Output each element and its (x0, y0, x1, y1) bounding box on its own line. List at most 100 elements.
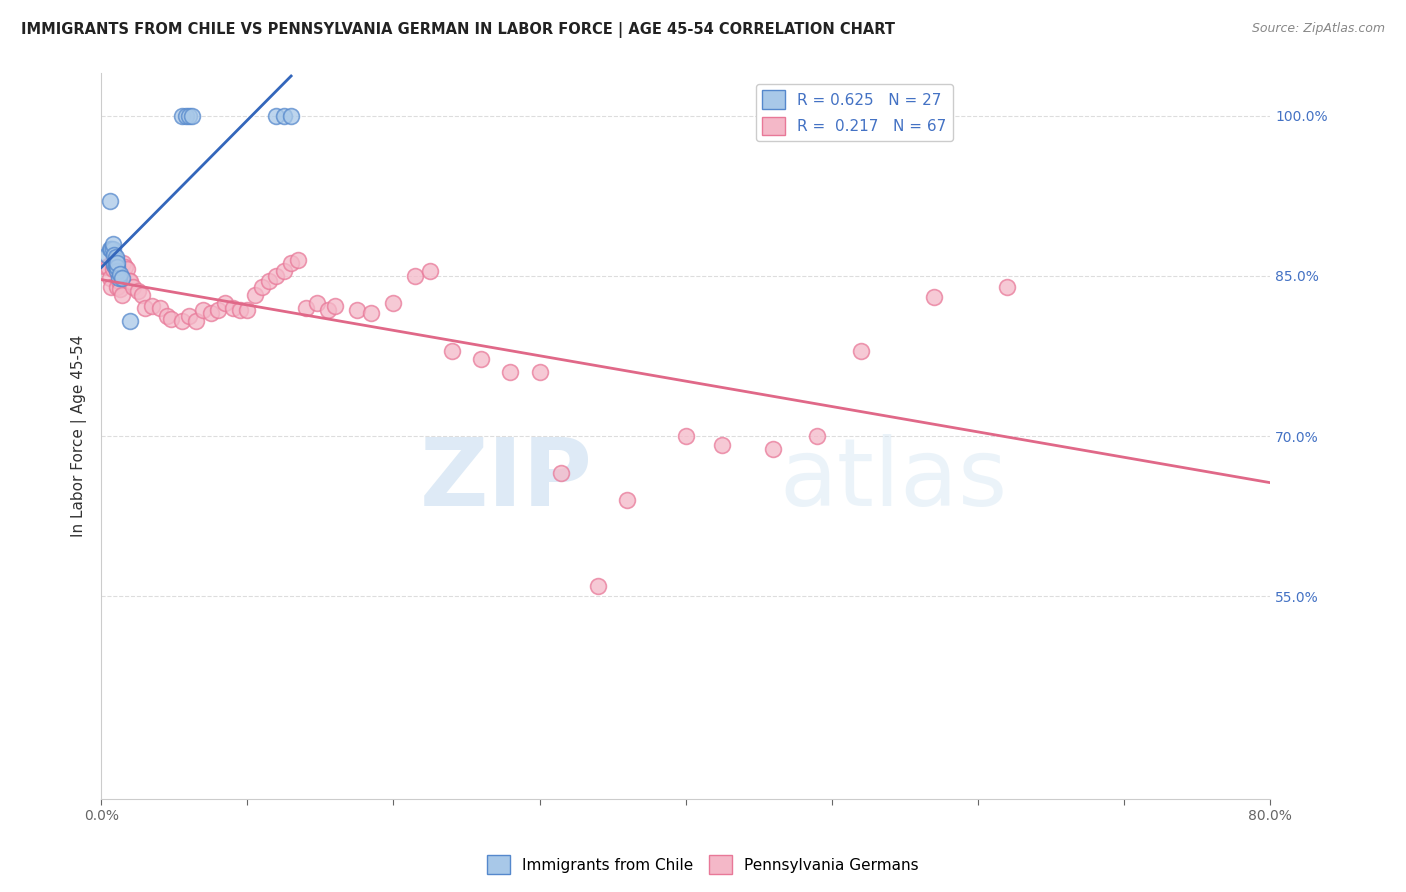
Point (180, 109, 202, 123)
Point (243, 288, 266, 302)
Point (104, 252, 127, 267)
Legend: R = 0.625   N = 27, R =  0.217   N = 67: R = 0.625 N = 27, R = 0.217 N = 67 (756, 84, 953, 142)
Legend: Immigrants from Chile, Pennsylvania Germans: Immigrants from Chile, Pennsylvania Germ… (481, 849, 925, 880)
Point (529, 365, 551, 379)
Point (118, 274, 141, 288)
Point (586, 578, 609, 592)
Point (273, 109, 295, 123)
Point (103, 258, 125, 272)
Point (103, 247, 125, 261)
Point (419, 263, 441, 277)
Point (104, 262, 127, 277)
Point (806, 429, 828, 443)
Point (127, 284, 149, 298)
Text: atlas: atlas (779, 434, 1008, 525)
Text: Source: ZipAtlas.com: Source: ZipAtlas.com (1251, 22, 1385, 36)
Point (156, 310, 179, 324)
Point (100, 242, 122, 256)
Point (170, 314, 193, 328)
Point (104, 258, 127, 272)
Point (170, 109, 193, 123)
Point (122, 279, 145, 293)
Point (104, 256, 127, 270)
Point (105, 279, 128, 293)
Point (134, 301, 156, 315)
Point (616, 493, 638, 508)
Point (440, 343, 463, 358)
Point (470, 352, 492, 367)
Point (177, 109, 200, 123)
Point (112, 256, 135, 270)
Point (499, 365, 522, 379)
Point (101, 236, 124, 251)
Point (110, 288, 132, 302)
Point (193, 303, 215, 318)
Point (120, 314, 142, 328)
Point (107, 274, 129, 288)
Point (104, 258, 127, 272)
Point (120, 274, 142, 288)
Point (108, 282, 131, 296)
Point (229, 303, 252, 318)
Point (105, 260, 128, 275)
Point (207, 303, 229, 318)
Point (214, 295, 236, 310)
Point (323, 299, 346, 313)
Point (101, 252, 124, 266)
Point (103, 247, 125, 261)
Point (346, 303, 368, 318)
Point (382, 295, 405, 310)
Point (103, 256, 125, 270)
Point (257, 274, 280, 288)
Point (316, 303, 339, 318)
Point (849, 343, 872, 358)
Point (94, 260, 117, 275)
Point (711, 437, 734, 451)
Point (98, 242, 121, 256)
Point (360, 306, 382, 320)
Point (221, 301, 243, 315)
Point (107, 271, 129, 285)
Point (104, 250, 127, 264)
Point (922, 290, 945, 304)
Point (101, 242, 124, 256)
Point (131, 288, 153, 302)
Point (110, 271, 132, 285)
Point (280, 256, 302, 270)
Point (236, 303, 259, 318)
Point (105, 263, 128, 277)
Point (98, 194, 121, 208)
Y-axis label: In Labor Force | Age 45-54: In Labor Force | Age 45-54 (72, 334, 87, 537)
Point (105, 256, 128, 270)
Point (294, 301, 316, 315)
Point (101, 262, 124, 277)
Point (404, 268, 426, 283)
Point (114, 260, 136, 275)
Point (200, 306, 222, 320)
Point (762, 442, 785, 456)
Point (103, 258, 125, 272)
Point (307, 295, 329, 310)
Point (550, 467, 572, 481)
Text: IMMIGRANTS FROM CHILE VS PENNSYLVANIA GERMAN IN LABOR FORCE | AGE 45-54 CORRELAT: IMMIGRANTS FROM CHILE VS PENNSYLVANIA GE… (21, 22, 896, 38)
Point (250, 279, 273, 293)
Point (117, 262, 139, 277)
Point (97, 260, 120, 275)
Point (149, 301, 172, 315)
Point (266, 109, 288, 123)
Point (273, 263, 295, 277)
Point (174, 109, 197, 123)
Point (100, 279, 122, 293)
Point (280, 109, 302, 123)
Point (141, 299, 163, 313)
Point (675, 429, 697, 443)
Text: ZIP: ZIP (419, 434, 592, 525)
Point (184, 314, 207, 328)
Point (108, 267, 131, 281)
Point (287, 252, 309, 267)
Point (177, 310, 200, 324)
Point (160, 311, 183, 326)
Point (266, 268, 288, 283)
Point (96, 247, 118, 261)
Point (995, 279, 1018, 293)
